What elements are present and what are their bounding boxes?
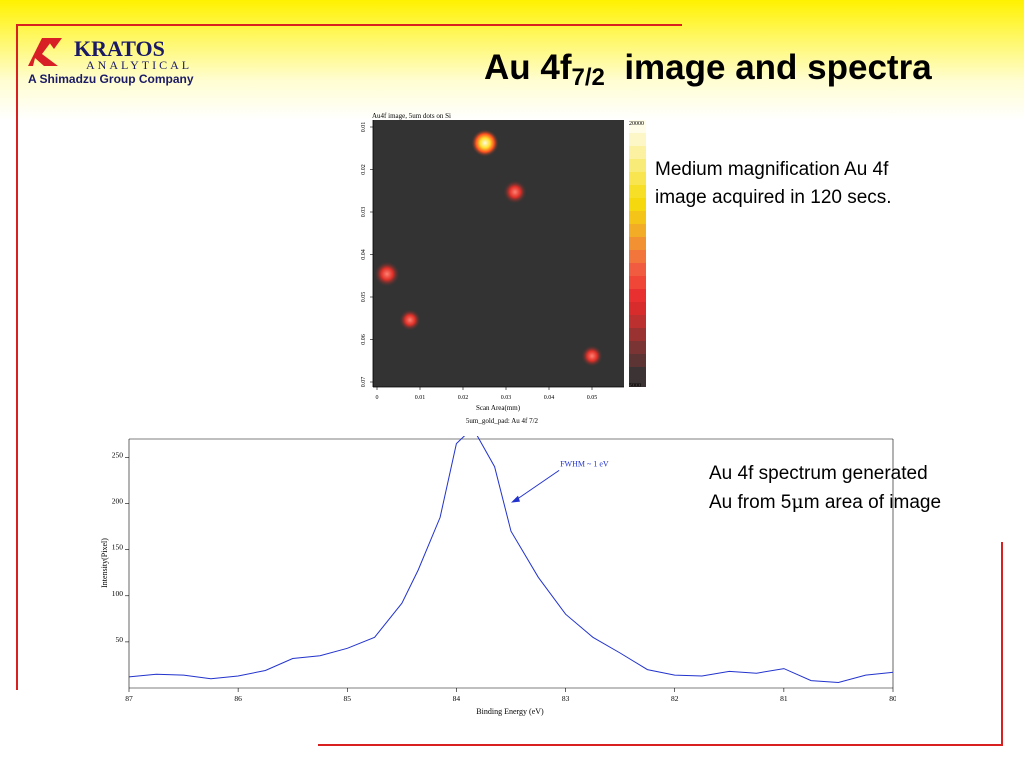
mu-symbol: μ	[791, 491, 804, 513]
x-tick-label: 84	[453, 694, 461, 703]
title-rest: image and spectra	[624, 48, 932, 87]
y-tick-label: 100	[112, 589, 124, 598]
gold-dot	[399, 309, 421, 331]
image-x-tick-label: 0.03	[501, 395, 512, 401]
y-tick-label: 150	[112, 543, 124, 552]
image-caption: 5um_gold_pad: Au 4f 7/2	[466, 417, 539, 425]
logo-subtext: ANALYTICAL	[86, 58, 192, 72]
x-tick-label: 82	[671, 694, 679, 703]
image-y-tick-label: 0.07	[361, 377, 367, 388]
image-x-tick-label: 0.05	[587, 395, 598, 401]
image-description: Medium magnification Au 4f image acquire…	[655, 156, 892, 212]
x-tick-label: 85	[344, 694, 352, 703]
gold-dot	[471, 129, 499, 157]
y-axis-label: Intensity(Pixel)	[100, 538, 109, 588]
frame-line-top	[18, 24, 682, 26]
page-title: Au 4f7/2 image and spectra	[484, 48, 932, 92]
scale-max-label: 20000	[629, 121, 644, 127]
title-main: Au 4f	[484, 48, 572, 87]
x-tick-label: 87	[125, 694, 133, 703]
fwhm-annotation: FWHM ~ 1 eV	[560, 460, 609, 469]
y-tick-label: 50	[116, 635, 124, 644]
image-title: Au4f image, 5um dots on Si	[372, 112, 451, 120]
image-y-tick-label: 0.01	[361, 122, 367, 133]
fwhm-arrowhead	[511, 495, 520, 503]
frame-line-bottom	[318, 744, 1003, 746]
image-map	[373, 120, 624, 387]
fwhm-arrow	[514, 469, 560, 502]
frame-line-left	[16, 24, 18, 690]
image-x-label: Scan Area(mm)	[476, 404, 521, 412]
image-x-tick-label: 0.01	[415, 395, 426, 401]
image-x-tick-label: 0.02	[458, 395, 469, 401]
company-tagline: A Shimadzu Group Company	[28, 72, 194, 86]
image-y-tick-label: 0.02	[361, 164, 367, 175]
spectrum-description: Au 4f spectrum generated Au from 5μm are…	[709, 460, 941, 517]
x-tick-label: 86	[234, 694, 242, 703]
gold-dot	[581, 345, 603, 367]
scale-min-label: 5000	[629, 383, 641, 389]
image-description-line1: Medium magnification Au 4f	[655, 159, 889, 180]
gold-dot	[374, 261, 400, 287]
color-scale	[629, 120, 646, 387]
kratos-logo-mark: KRATOS ANALYTICAL	[28, 36, 192, 72]
image-x-tick-label: 0.04	[544, 395, 555, 401]
image-description-line2: image acquired in 120 secs.	[655, 187, 892, 208]
spectrum-series-line	[128, 436, 894, 684]
spectrum-description-line1: Au 4f spectrum generated	[709, 463, 928, 484]
title-subscript: 7/2	[571, 64, 605, 91]
spectrum-chart: 50 100 150 200 250 87 86 85 84 83 82 81 80 Intensit…	[100, 436, 896, 716]
image-y-tick-label: 0.03	[361, 207, 367, 218]
y-tick-label: 200	[112, 497, 124, 506]
x-tick-label: 81	[780, 694, 788, 703]
x-axis-label: Binding Energy (eV)	[476, 707, 544, 716]
frame-line-right	[1001, 542, 1003, 746]
image-y-tick-label: 0.06	[361, 334, 367, 345]
image-x-tick-label: 0	[376, 395, 379, 401]
gold-dot	[503, 180, 527, 204]
logo-text: KRATOS	[74, 36, 165, 61]
x-tick-label: 83	[562, 694, 570, 703]
image-y-tick-label: 0.04	[361, 249, 367, 260]
spectrum-description-line2: Au from 5μm area of image	[709, 491, 942, 513]
image-y-tick-label: 0.05	[361, 292, 367, 303]
au-image-panel: Au4f image, 5um dots on Si	[361, 112, 646, 425]
y-tick-label: 250	[112, 450, 124, 459]
x-tick-label: 80	[889, 694, 896, 703]
kratos-logo: KRATOS ANALYTICAL	[28, 36, 228, 88]
